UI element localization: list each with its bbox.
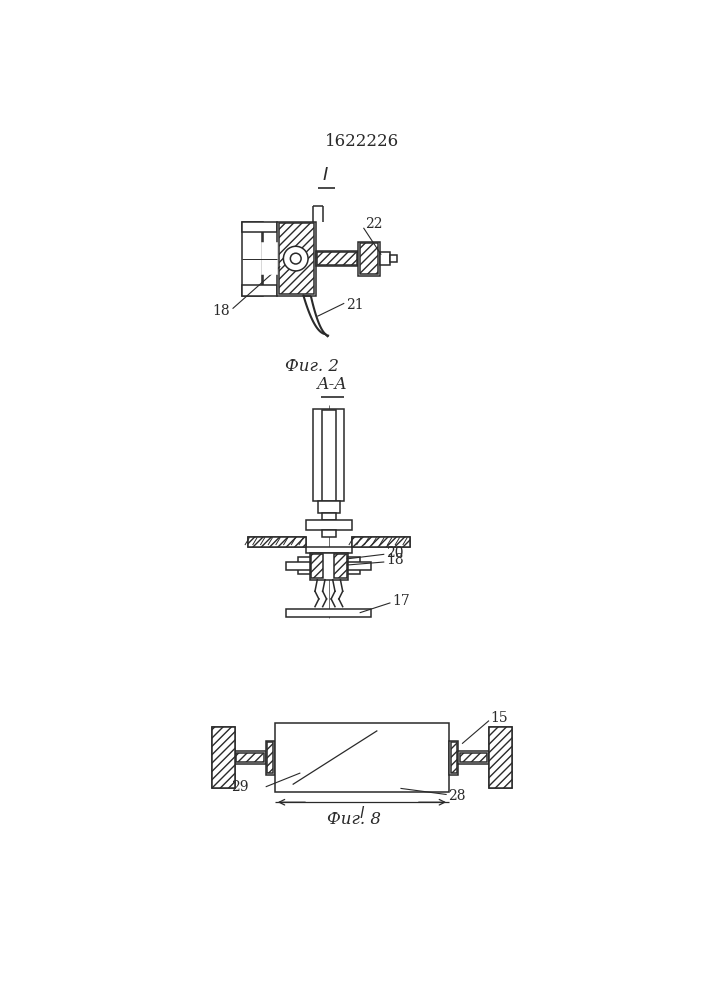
Bar (242, 222, 277, 232)
Text: 22: 22 (365, 217, 382, 231)
Bar (212, 727, 235, 788)
Bar (358, 242, 380, 276)
Bar (348, 562, 371, 570)
Text: А-А: А-А (317, 376, 347, 393)
Bar (286, 609, 371, 617)
Bar (450, 742, 457, 773)
Circle shape (284, 246, 308, 271)
Bar (305, 520, 352, 530)
Bar (277, 222, 316, 296)
Bar (334, 554, 346, 578)
Bar (352, 537, 409, 547)
Text: Фиг. 8: Фиг. 8 (327, 811, 381, 828)
Text: 20: 20 (386, 546, 403, 560)
Text: $\mathit{l}$: $\mathit{l}$ (359, 805, 365, 821)
Bar (380, 252, 390, 265)
Bar (266, 741, 275, 774)
Text: $\mathit{I}$: $\mathit{I}$ (322, 166, 329, 184)
Text: 17: 17 (392, 594, 410, 608)
Bar (322, 530, 336, 537)
Text: 1622226: 1622226 (325, 133, 399, 150)
Bar (267, 742, 274, 773)
Bar (322, 410, 336, 501)
Bar (286, 562, 310, 570)
Bar (460, 753, 487, 762)
Bar (310, 553, 348, 580)
Text: 18: 18 (213, 304, 230, 318)
Bar (449, 741, 458, 774)
Text: 21: 21 (346, 298, 363, 312)
Bar (305, 547, 352, 553)
Bar (242, 222, 264, 296)
Bar (360, 243, 378, 274)
Bar (298, 557, 310, 574)
Bar (322, 513, 336, 520)
Bar (275, 723, 449, 792)
Bar (236, 753, 264, 762)
Bar (458, 751, 489, 764)
Bar (352, 537, 409, 547)
Bar (489, 727, 512, 788)
Bar (311, 554, 324, 578)
Text: Фиг. 2: Фиг. 2 (285, 358, 339, 375)
Bar (390, 255, 397, 262)
Bar (348, 557, 360, 574)
Bar (248, 537, 305, 547)
Bar (317, 252, 356, 265)
Bar (313, 409, 344, 501)
Bar (212, 727, 235, 788)
Bar (235, 751, 266, 764)
Bar (489, 727, 512, 788)
Bar (248, 537, 305, 547)
Bar (279, 223, 314, 294)
Text: 29: 29 (231, 780, 249, 794)
Bar (242, 285, 277, 296)
Bar (262, 243, 277, 274)
Bar (316, 251, 358, 266)
Text: 15: 15 (491, 711, 508, 725)
Text: 28: 28 (448, 789, 466, 803)
Bar (318, 501, 339, 513)
Text: 18: 18 (386, 553, 404, 567)
